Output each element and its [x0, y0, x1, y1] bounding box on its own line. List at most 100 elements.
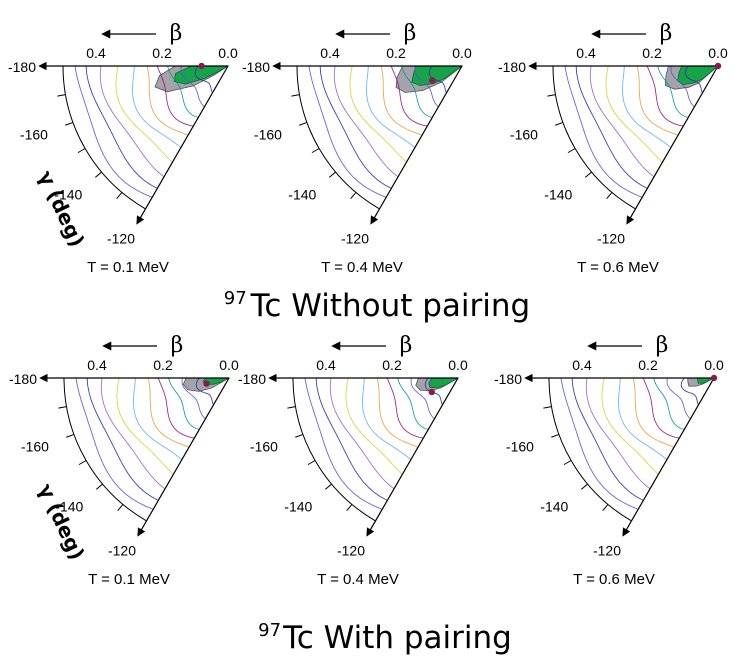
gamma-tick-label: -160 [21, 439, 49, 455]
gamma-tick-mark [299, 121, 308, 126]
gamma-tick-label: -180 [238, 371, 266, 387]
gamma-tick-mark [287, 406, 296, 409]
contour-line [575, 65, 648, 189]
contour-line [680, 377, 699, 406]
contour-line [319, 65, 392, 189]
contour-line [618, 377, 668, 460]
beta-symbol: β [656, 333, 669, 358]
beta-tick-label: 0.4 [316, 357, 336, 373]
isotope-mass-top: 97 [224, 288, 247, 309]
gamma-tick-mark [324, 483, 332, 490]
beta-symbol: β [404, 21, 417, 46]
contour-line [646, 65, 684, 127]
contour-line [74, 65, 153, 198]
beta-symbol: β [660, 21, 673, 46]
panel-0-2: 0.4 0.2 0.0 β -180 -160 -140 -120 T = 0.6 MeV [498, 21, 728, 276]
contour-line [428, 65, 447, 94]
outer-arc [63, 377, 147, 522]
beta-tick-label: 0.2 [638, 357, 658, 373]
contour-line [401, 65, 433, 118]
beta-axis-gamma-120 [622, 377, 715, 537]
gamma-tick-mark [94, 171, 102, 178]
contour-line [410, 377, 435, 420]
outer-arc [292, 377, 376, 522]
gamma-tick-mark [602, 504, 609, 512]
contour-line [414, 65, 439, 108]
contour-line [180, 65, 205, 108]
gamma-tick-label: -180 [9, 371, 37, 387]
gamma-tick-mark [547, 94, 556, 97]
green-region [173, 65, 230, 85]
beta-axis-gamma-120 [366, 377, 459, 537]
outer-arc [296, 65, 380, 210]
contour-line [397, 377, 429, 430]
gamma-tick-mark [78, 460, 87, 466]
beta-symbol: β [171, 333, 184, 358]
minimum-marker [714, 62, 722, 70]
gamma-tick-mark [606, 192, 613, 200]
beta-tick-label: 0.2 [642, 45, 662, 61]
gamma-tick-mark [311, 148, 320, 154]
gamma-tick-mark [328, 171, 336, 178]
gamma-tick-label: -120 [597, 230, 625, 246]
beta-tick-label: 0.0 [704, 357, 724, 373]
gamma-tick-mark [116, 192, 123, 200]
contour-line [657, 65, 689, 118]
gamma-tick-mark [555, 121, 564, 126]
beta-tick-label: 0.2 [382, 357, 402, 373]
outer-arc [62, 65, 146, 210]
beta-tick-label: 0.2 [386, 45, 406, 61]
gamma-tick-label: -140 [288, 186, 316, 202]
outer-arc [548, 377, 632, 522]
beta-tick-label: 0.0 [708, 45, 728, 61]
gamma-tick-mark [346, 504, 353, 512]
contour-line [666, 377, 691, 420]
contour-line [181, 377, 206, 420]
section-label-top: Tc Without pairing [250, 288, 531, 324]
contour-line [329, 377, 395, 490]
temperature-label: T = 0.1 MeV [87, 259, 169, 276]
beta-tick-label: 0.2 [153, 357, 173, 373]
minimum-marker [203, 380, 210, 387]
gamma-tick-label: -180 [242, 59, 270, 75]
contour-line [146, 65, 189, 136]
contour-line [642, 377, 680, 439]
gamma-tick-label: -140 [284, 498, 312, 514]
contour-line [168, 377, 200, 430]
gamma-tick-label: -160 [250, 439, 278, 455]
contour-line [601, 377, 659, 475]
gamma-tick-mark [58, 406, 67, 409]
gamma-tick-label: -180 [494, 371, 522, 387]
gamma-tick-mark [291, 94, 300, 97]
gamma-tick-mark [584, 171, 592, 178]
contour-line [85, 65, 158, 189]
gamma-tick-mark [350, 192, 357, 200]
gamma-tick-mark [551, 433, 560, 438]
gamma-tick-label: -160 [510, 127, 538, 143]
contour-line [100, 377, 166, 490]
gamma-tick-mark [66, 433, 75, 438]
gamma-tick-label: -120 [337, 542, 365, 558]
contour-line [571, 377, 644, 501]
contour-line [156, 65, 194, 127]
beta-tick-label: 0.4 [86, 45, 106, 61]
outer-arc [552, 65, 636, 210]
contour-line [380, 65, 423, 136]
gamma-tick-label: -180 [498, 59, 526, 75]
gamma-tick-label: -120 [341, 230, 369, 246]
temperature-label: T = 0.1 MeV [88, 571, 170, 588]
contour-line [670, 65, 695, 108]
gamma-tick-mark [580, 483, 588, 490]
contour-line [133, 377, 183, 460]
contour-line [315, 377, 388, 501]
beta-axis-gamma-120 [136, 65, 229, 225]
beta-tick-label: 0.4 [572, 357, 592, 373]
panel-1-1: 0.4 0.2 0.0 β -180 -160 -140 -120 T = 0.4 MeV [238, 333, 468, 588]
minimum-marker [710, 374, 718, 382]
contour-line [115, 65, 173, 163]
contour-line [345, 377, 403, 475]
beta-tick-label: 0.4 [320, 45, 340, 61]
beta-axis-gamma-120 [626, 65, 719, 225]
gamma-tick-mark [295, 433, 304, 438]
contour-line [75, 377, 154, 510]
